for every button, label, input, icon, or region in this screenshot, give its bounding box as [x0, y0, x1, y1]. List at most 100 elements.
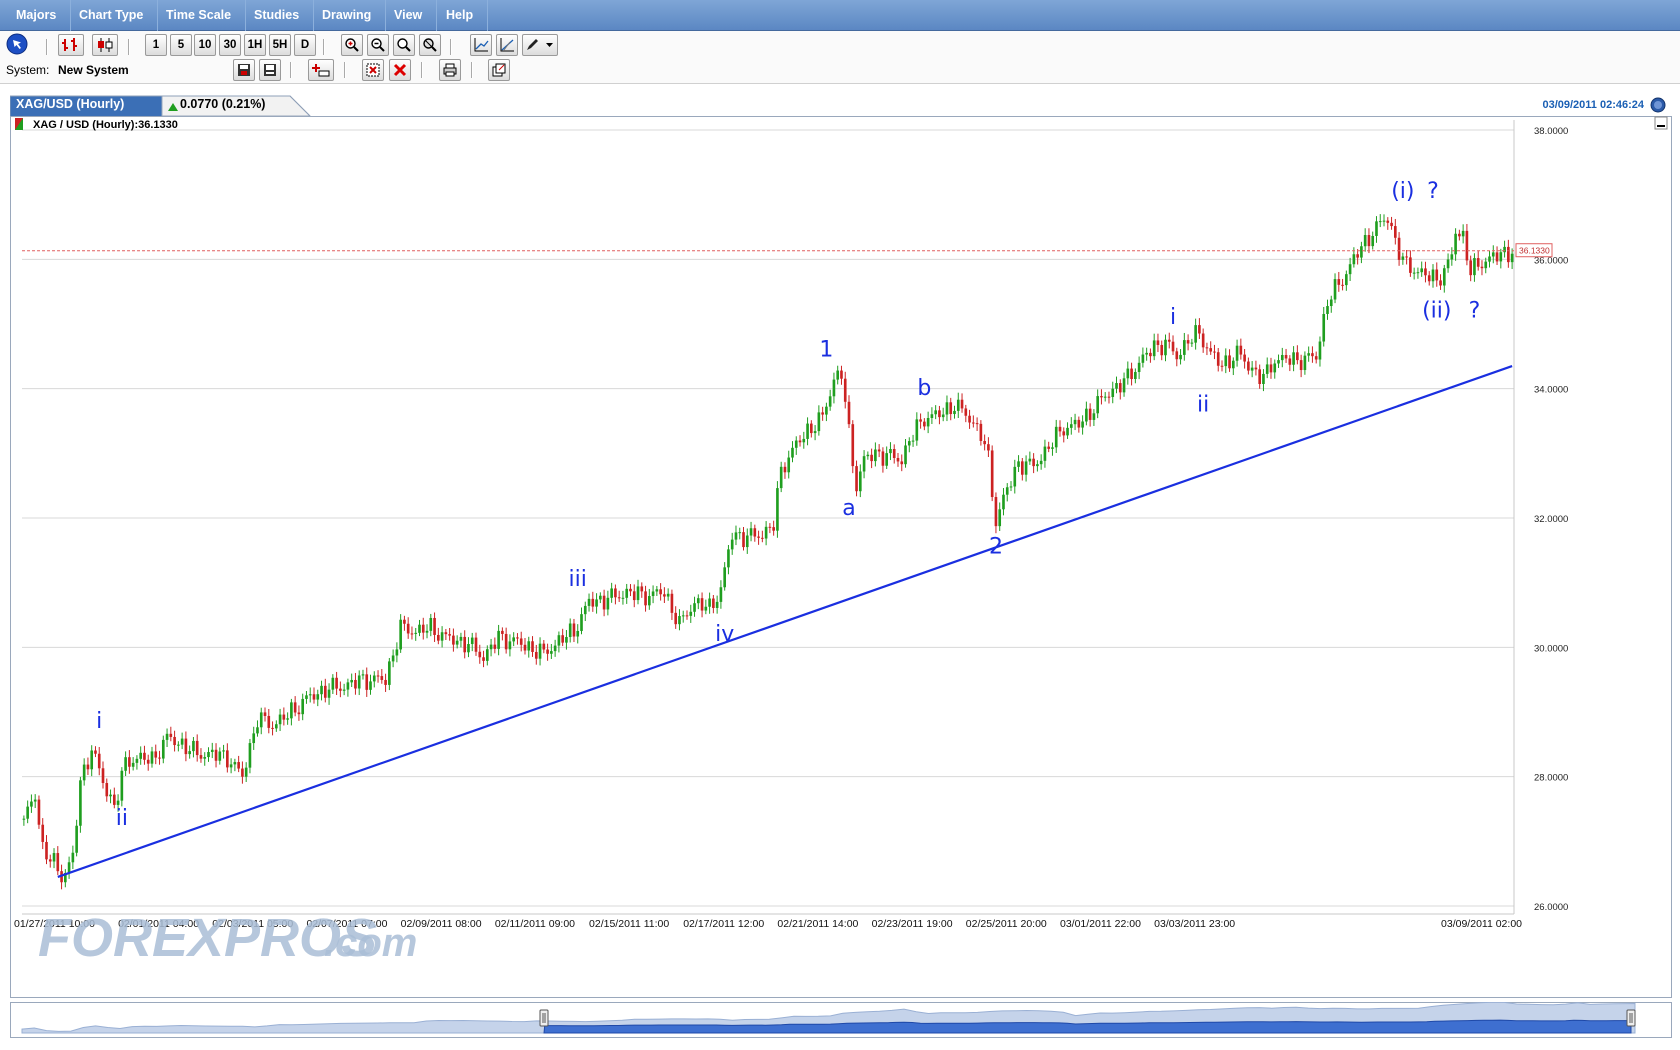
candle: [640, 582, 644, 598]
candle: [1077, 416, 1081, 433]
timeframe-30-button[interactable]: 30: [219, 34, 241, 56]
candle: [1277, 354, 1280, 368]
candle: [1103, 392, 1107, 402]
candle: [421, 617, 425, 640]
menu-help[interactable]: Help: [432, 0, 489, 31]
menu-drawing[interactable]: Drawing: [308, 0, 387, 31]
zoom-reset-button[interactable]: [393, 34, 415, 56]
candle: [1314, 351, 1318, 364]
remove-indicator-button[interactable]: [362, 59, 384, 81]
candle: [855, 460, 858, 497]
candle: [64, 869, 67, 888]
candle: [233, 758, 237, 772]
candle: [1258, 364, 1262, 389]
candle: [938, 405, 941, 425]
pencil-icon: [527, 39, 538, 50]
candle: [391, 649, 395, 668]
candle: [169, 726, 173, 742]
timeframe-5-button[interactable]: 5: [170, 34, 192, 56]
x-tick-label: 02/07/2011 07:00: [306, 918, 387, 930]
add-indicator-button[interactable]: [308, 59, 334, 81]
timeframe-5h-button[interactable]: 5H: [269, 34, 291, 56]
clock-icon[interactable]: [1650, 97, 1666, 116]
candle: [86, 757, 90, 775]
candle: [361, 669, 365, 680]
candle: [1390, 216, 1393, 230]
print-button[interactable]: [439, 59, 461, 81]
wave-label: iii: [569, 567, 587, 592]
candles: [22, 214, 1514, 890]
candle: [1028, 451, 1032, 465]
menu-view[interactable]: View: [380, 0, 438, 31]
timeframe-1-button[interactable]: 1: [145, 34, 167, 56]
candle: [112, 787, 116, 809]
candle: [131, 757, 135, 771]
save-system-button[interactable]: [233, 59, 255, 81]
navigator-right-handle[interactable]: [1626, 1009, 1636, 1027]
candle: [1167, 332, 1171, 349]
price-chart[interactable]: 38.0000 36.0000 34.0000 32.0000 30.0000 28.00…: [10, 116, 1672, 998]
candle: [271, 721, 274, 736]
trend-tool-button[interactable]: [496, 34, 518, 56]
toolbar-separator: [450, 39, 452, 55]
candle: [745, 528, 749, 554]
load-system-button[interactable]: [259, 59, 281, 81]
timeframe-d-button[interactable]: D: [294, 34, 316, 56]
candle: [105, 778, 109, 802]
menu-studies[interactable]: Studies: [240, 0, 315, 31]
candle: [463, 630, 467, 659]
candle: [1224, 348, 1228, 374]
timeframe-10-button[interactable]: 10: [194, 34, 216, 56]
system-value: New System: [58, 63, 129, 77]
candle: [1495, 246, 1499, 265]
candle: [945, 395, 949, 422]
candle: [625, 583, 629, 604]
chart-frame: [10, 116, 1672, 998]
candle: [768, 523, 772, 534]
candle: [817, 405, 821, 436]
candle: [885, 446, 889, 470]
candle: [1450, 247, 1454, 266]
trendline[interactable]: [57, 364, 1513, 878]
candle: [749, 521, 753, 542]
candle: [602, 589, 606, 617]
navigator-left-handle[interactable]: [539, 1009, 549, 1027]
minimize-icon[interactable]: [1654, 116, 1668, 130]
candle: [772, 520, 775, 536]
candle: [617, 590, 621, 602]
candle: [779, 461, 783, 493]
candle: [1194, 318, 1197, 350]
zoom-in-button[interactable]: [341, 34, 363, 56]
pencil-tool-button[interactable]: [522, 34, 558, 56]
candle: [1405, 250, 1408, 265]
candle: [512, 632, 516, 647]
candlestick-button[interactable]: [92, 34, 118, 56]
detach-button[interactable]: [488, 59, 510, 81]
candle: [696, 594, 700, 610]
candle: [143, 745, 146, 765]
y-tick-label: 26.0000: [1534, 902, 1568, 913]
zoom-area-button[interactable]: [419, 34, 441, 56]
zoom-out-button[interactable]: [367, 34, 389, 56]
candle: [1288, 355, 1292, 372]
line-tool-button[interactable]: [470, 34, 492, 56]
x-tick-label: 02/03/2011 05:00: [212, 918, 293, 930]
menu-time-scale[interactable]: Time Scale: [152, 0, 247, 31]
gridlines: [22, 129, 1514, 907]
pointer-icon[interactable]: [6, 33, 28, 58]
candle: [832, 372, 836, 404]
candle: [840, 365, 843, 385]
candle: [192, 737, 195, 758]
support-trendline[interactable]: [57, 364, 1513, 878]
bar-chart-button[interactable]: [58, 34, 84, 56]
candle: [1397, 232, 1401, 266]
candle: [1164, 334, 1167, 362]
navigator[interactable]: [10, 1002, 1672, 1038]
delete-button[interactable]: [389, 59, 411, 81]
candle: [316, 689, 320, 707]
menu-chart-type[interactable]: Chart Type: [65, 0, 159, 31]
chart-tab[interactable]: XAG/USD (Hourly) 0.0770 (0.21%): [10, 94, 312, 116]
candle: [810, 420, 813, 438]
menu-majors[interactable]: Majors: [2, 0, 72, 31]
timeframe-1h-button[interactable]: 1H: [244, 34, 266, 56]
